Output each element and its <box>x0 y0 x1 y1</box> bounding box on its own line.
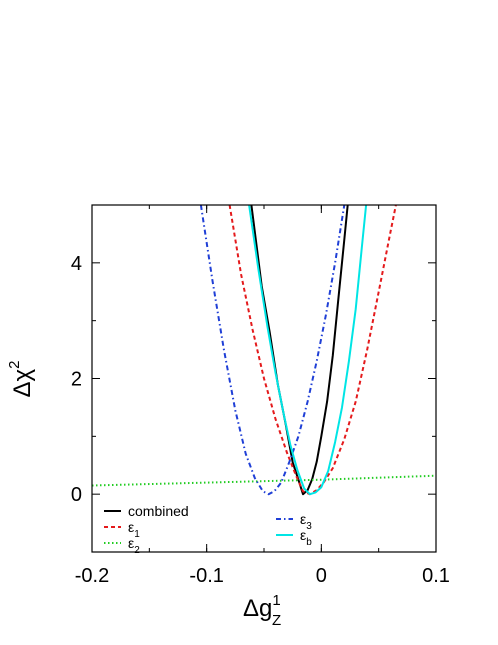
legend-label-subscript: 1 <box>134 529 140 540</box>
y-tick-label: 4 <box>71 253 82 275</box>
x-axis-title-subscript: Z <box>272 612 281 629</box>
series-line <box>248 205 368 496</box>
series-line <box>92 474 436 487</box>
x-tick-label: 0.1 <box>422 565 450 587</box>
y-axis-title: Δχ2 <box>6 361 36 398</box>
tick-labels: -0.2 -0.1 0 0.1 0 2 4 <box>71 253 450 587</box>
x-tick-label: 0 <box>316 565 327 587</box>
y-tick-label: 2 <box>71 369 82 391</box>
axis-ticks <box>91 204 437 553</box>
legend-label-subscript: 2 <box>134 545 140 556</box>
series-curves <box>92 205 436 496</box>
x-axis-title-superscript: 1 <box>272 592 280 609</box>
series-line <box>199 205 346 496</box>
y-axis-title-superscript: 2 <box>6 361 23 369</box>
x-tick-label: -0.2 <box>75 565 109 587</box>
legend-label: combined <box>128 503 189 519</box>
legend-label-subscript: 3 <box>306 521 312 532</box>
x-axis-title: Δg1 Z <box>243 592 281 629</box>
x-tick-label: -0.1 <box>189 565 223 587</box>
series-line <box>228 205 397 496</box>
legend-label-subscript: b <box>306 537 312 548</box>
y-tick-label: 0 <box>71 484 82 506</box>
